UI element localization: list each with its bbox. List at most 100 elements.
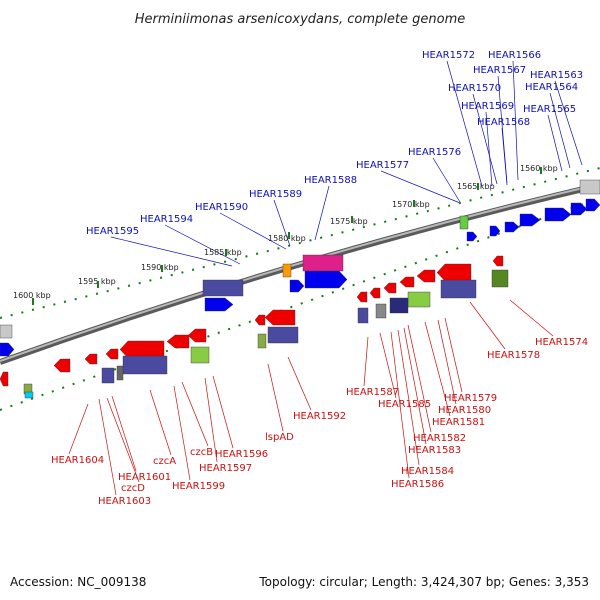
gene-label[interactable]: HEAR1570 [448, 83, 501, 94]
scale-label: 1595 kbp [78, 277, 116, 286]
reverse-gene [84, 353, 98, 365]
scale-track-upper [0, 167, 600, 319]
gene-label[interactable]: HEAR1587 [346, 387, 399, 398]
connector-line [267, 363, 284, 432]
scale-label: 1580 kbp [268, 234, 306, 243]
gene-label[interactable]: czcB [190, 447, 213, 458]
connector-line [501, 127, 508, 186]
gene-label[interactable]: HEAR1597 [199, 463, 252, 474]
gene-label[interactable]: czcA [153, 456, 176, 467]
forward-gene [304, 270, 348, 289]
reverse-gene [53, 358, 71, 373]
scale-label: 1570 kbp [392, 200, 430, 209]
gene-label[interactable]: HEAR1579 [444, 393, 497, 404]
reverse-gene [105, 348, 119, 360]
connector-line [424, 321, 451, 417]
gene-label[interactable]: HEAR1580 [438, 405, 491, 416]
gene-label[interactable]: HEAR1577 [356, 160, 409, 171]
gene-label[interactable]: HEAR1599 [172, 481, 225, 492]
gene-label[interactable]: HEAR1568 [477, 117, 530, 128]
hypothetical-gene [0, 324, 13, 339]
gene-label[interactable]: HEAR1567 [473, 65, 526, 76]
connector-line [512, 60, 519, 181]
gene-label[interactable]: HEAR1576 [408, 147, 461, 158]
gene-feature [375, 303, 387, 319]
reverse-gene [356, 291, 368, 303]
gene-label[interactable]: HEAR1564 [525, 82, 578, 93]
gene-label[interactable]: HEAR1595 [86, 226, 139, 237]
gene-label[interactable]: HEAR1586 [391, 479, 444, 490]
gene-label[interactable]: HEAR1581 [432, 417, 485, 428]
membrane-gene [122, 355, 168, 375]
connector-line [469, 301, 506, 350]
connector-line [403, 327, 427, 445]
forward-gene [504, 221, 520, 233]
connector-line [554, 80, 583, 166]
reverse-gene [254, 314, 266, 326]
gene-feature [459, 215, 469, 230]
pink-gene [302, 254, 344, 272]
gene-label[interactable]: HEAR1601 [118, 472, 171, 483]
gene-label[interactable]: HEAR1582 [413, 433, 466, 444]
connector-line [547, 114, 563, 172]
forward-gene [489, 225, 501, 237]
accession-text: Accession: NC_009138 [10, 575, 146, 589]
reverse-gene [383, 282, 397, 294]
forward-gene [289, 279, 305, 293]
connector-line [287, 356, 312, 411]
reverse-gene [119, 340, 165, 359]
gene-label[interactable]: HEAR1590 [195, 202, 248, 213]
connector-line [314, 185, 330, 241]
connector-line [446, 60, 483, 187]
scale-label: 1585 kbp [204, 248, 242, 257]
gene-label[interactable]: HEAR1569 [461, 101, 514, 112]
scale-track: 1560 kbp 1565 kbp 1570 kbp 1575 kbp 1580 kbp… [0, 164, 600, 411]
gene-label[interactable]: HEAR1589 [249, 189, 302, 200]
gene-label[interactable]: HEAR1584 [401, 466, 454, 477]
connector-line [173, 385, 191, 481]
connector-line [110, 236, 233, 267]
connector-lines [68, 60, 583, 496]
membrane-gene [357, 307, 369, 324]
connector-line [437, 319, 457, 405]
gene-label[interactable]: HEAR1592 [293, 411, 346, 422]
gene-label[interactable]: HEAR1603 [98, 496, 151, 507]
gene-feature [190, 346, 210, 364]
connector-line [407, 324, 432, 433]
gene-label[interactable]: HEAR1578 [487, 350, 540, 361]
gene-label[interactable]: HEAR1604 [51, 455, 104, 466]
connector-line [444, 317, 463, 393]
forward-gene [585, 198, 600, 212]
gene-label[interactable]: HEAR1566 [488, 50, 541, 61]
scale-label: 1600 kbp [13, 291, 51, 300]
gene-label[interactable]: HEAR1585 [378, 399, 431, 410]
connector-line [397, 329, 420, 466]
connector-line [164, 224, 241, 265]
gene-label[interactable]: HEAR1572 [422, 50, 475, 61]
backbone-line [0, 182, 600, 365]
connector-line [106, 397, 140, 483]
gene-feature [491, 269, 509, 288]
forward-gene [544, 207, 572, 222]
forward-gene [204, 297, 234, 312]
connector-line [549, 92, 571, 169]
gene-label[interactable]: HEAR1565 [523, 104, 576, 115]
gene-label[interactable]: HEAR1588 [304, 175, 357, 186]
gene-label[interactable]: HEAR1596 [215, 449, 268, 460]
connector-line [68, 403, 89, 455]
scale-label: 1590 kbp [141, 263, 179, 272]
gene-label[interactable]: HEAR1594 [140, 214, 193, 225]
gene-label[interactable]: HEAR1563 [530, 70, 583, 81]
gene-label[interactable]: HEAR1574 [535, 337, 588, 348]
gene-label[interactable]: HEAR1583 [408, 445, 461, 456]
gene-labels: HEAR1572 HEAR1566 HEAR1567 HEAR1563 HEAR1570… [51, 50, 588, 507]
gene-label[interactable]: lspAD [265, 432, 294, 443]
gene-label[interactable]: czcD [121, 483, 145, 494]
connector-line [149, 389, 172, 456]
gene-feature [116, 365, 124, 381]
membrane-gene [202, 279, 244, 297]
scale-label: 1575 kbp [330, 217, 368, 226]
connector-line [485, 111, 493, 187]
reverse-gene [264, 309, 296, 326]
